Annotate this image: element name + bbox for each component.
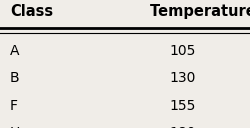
Text: 105: 105 <box>169 44 196 57</box>
Text: F: F <box>10 99 18 113</box>
Text: 130: 130 <box>169 71 196 85</box>
Text: A: A <box>10 44 20 57</box>
Text: Temperature Rise °C: Temperature Rise °C <box>150 4 250 19</box>
Text: 180: 180 <box>169 126 196 128</box>
Text: 155: 155 <box>169 99 196 113</box>
Text: Class: Class <box>10 4 53 19</box>
Text: B: B <box>10 71 20 85</box>
Text: H: H <box>10 126 20 128</box>
